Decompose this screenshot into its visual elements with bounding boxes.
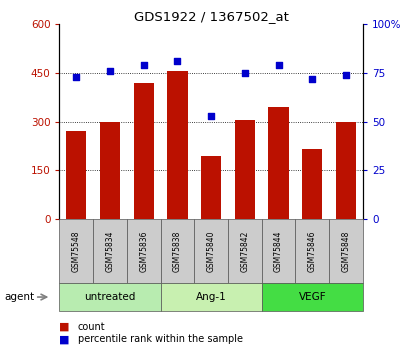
Text: percentile rank within the sample: percentile rank within the sample [78,335,242,344]
Text: GSM75846: GSM75846 [307,230,316,272]
Text: GSM75848: GSM75848 [341,230,350,272]
Point [241,70,247,76]
Point [342,72,348,78]
Text: ■: ■ [59,322,70,332]
Bar [268,107,288,219]
Point [174,58,180,64]
Bar [234,120,254,219]
Title: GDS1922 / 1367502_at: GDS1922 / 1367502_at [133,10,288,23]
Point [274,62,281,68]
Bar [133,82,153,219]
Text: GSM75548: GSM75548 [72,230,81,272]
Text: count: count [78,322,105,332]
Text: GSM75834: GSM75834 [105,230,114,272]
Text: GSM75844: GSM75844 [273,230,282,272]
Bar [100,122,120,219]
Text: agent: agent [4,292,34,302]
Text: VEGF: VEGF [298,292,325,302]
Point [308,76,315,81]
Point [106,68,113,74]
Text: ■: ■ [59,335,70,344]
Bar [335,122,355,219]
Text: GSM75836: GSM75836 [139,230,148,272]
Text: GSM75842: GSM75842 [240,230,249,272]
Bar [200,156,221,219]
Point [73,74,79,80]
Bar [167,71,187,219]
Point [207,113,214,119]
Text: GSM75840: GSM75840 [206,230,215,272]
Text: untreated: untreated [84,292,135,302]
Text: GSM75838: GSM75838 [173,230,182,272]
Bar [66,131,86,219]
Point [140,62,147,68]
Bar [301,149,321,219]
Text: Ang-1: Ang-1 [196,292,226,302]
